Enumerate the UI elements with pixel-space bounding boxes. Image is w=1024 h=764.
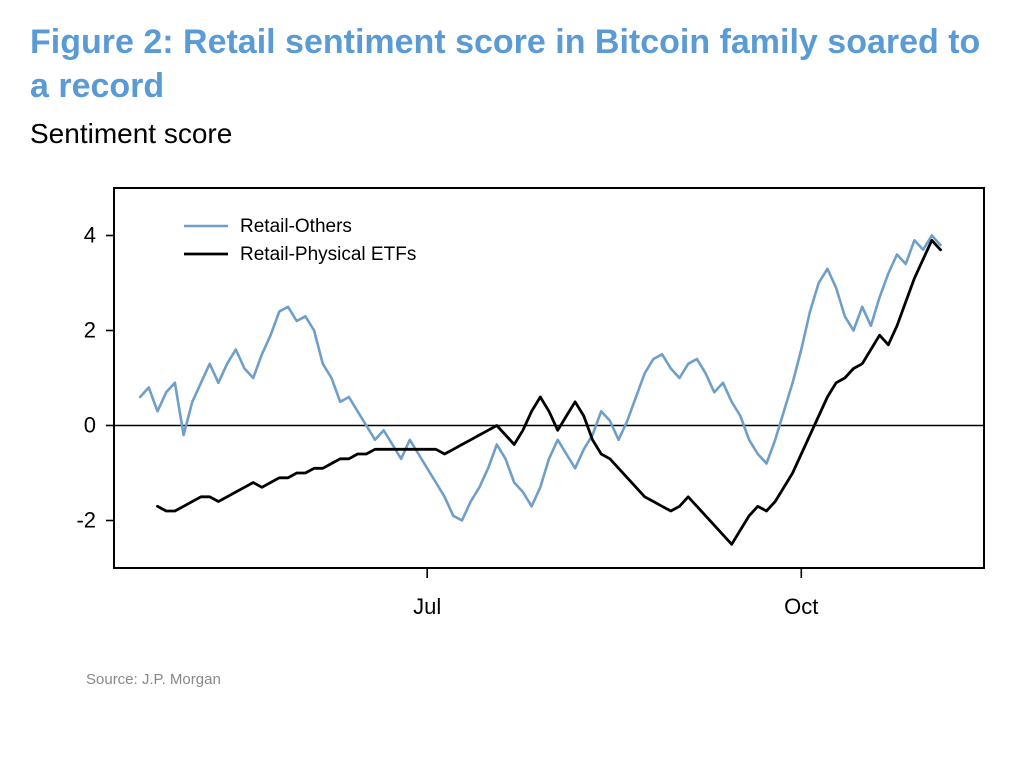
legend-label: Retail-Physical ETFs [240, 244, 416, 265]
x-tick-label: Oct [784, 594, 818, 619]
source-attribution: Source: J.P. Morgan [86, 671, 994, 688]
y-tick-label: 0 [84, 413, 96, 438]
y-tick-label: -2 [76, 508, 96, 533]
chart-container: -2 0 2 4 Jul Oct Retail-Others Retail-Physical … [54, 168, 994, 643]
x-tick-label: Jul [413, 594, 441, 619]
sentiment-line-chart: -2 0 2 4 Jul Oct Retail-Others Retail-Physical … [54, 168, 994, 638]
y-tick-label: 4 [84, 223, 96, 248]
legend-label: Retail-Others [240, 216, 352, 237]
figure-title: Figure 2: Retail sentiment score in Bitc… [30, 20, 994, 108]
figure-subtitle: Sentiment score [30, 118, 994, 150]
y-tick-label: 2 [84, 318, 96, 343]
